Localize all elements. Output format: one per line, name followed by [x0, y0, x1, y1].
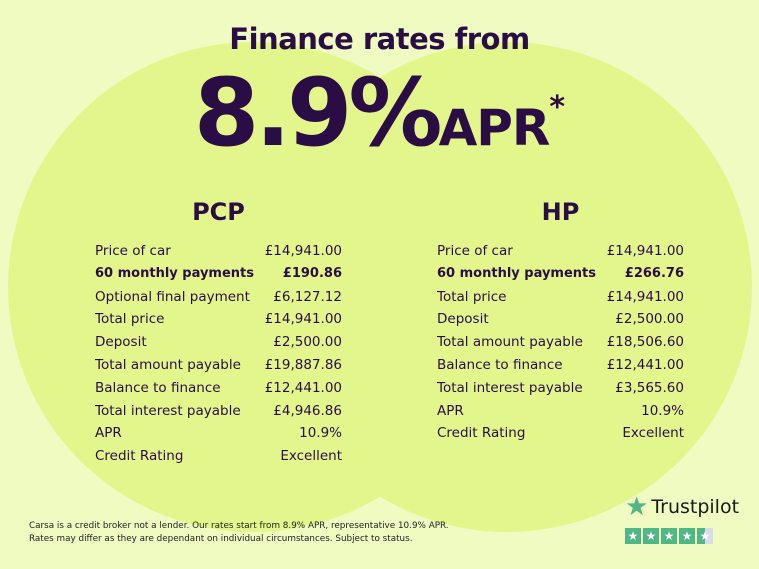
table-row: APR 10.9%	[95, 422, 342, 445]
row-value: £18,506.60	[606, 334, 684, 351]
row-value: 10.9%	[641, 402, 684, 419]
table-row: 60 monthly payments £190.86	[95, 263, 342, 286]
row-value: Excellent	[280, 448, 342, 465]
table-row: Total interest payable £3,565.60	[437, 377, 684, 400]
headline: Finance rates from	[229, 22, 530, 56]
row-value: £6,127.12	[273, 288, 342, 305]
row-label: Total amount payable	[437, 334, 583, 351]
row-value: £14,941.00	[606, 288, 684, 305]
table-row: APR 10.9%	[437, 400, 684, 423]
table-row: Credit Rating Excellent	[95, 445, 342, 468]
row-label: Total price	[437, 288, 507, 305]
row-value: £12,441.00	[606, 356, 684, 373]
row-label: Price of car	[95, 243, 171, 259]
row-value: £14,941.00	[264, 243, 342, 259]
trustpilot-star-icon: ★	[625, 492, 649, 522]
row-label: Credit Rating	[437, 425, 526, 442]
row-label: Deposit	[437, 311, 489, 328]
row-value: £14,941.00	[264, 311, 342, 328]
table-row: Total interest payable £4,946.86	[95, 400, 342, 423]
table-row: Deposit £2,500.00	[95, 331, 342, 354]
trustpilot-rating: ★ ★ ★ ★ ★	[625, 528, 739, 544]
rate-value: 8.9%	[193, 59, 443, 168]
table-row: Price of car £14,941.00	[437, 240, 684, 263]
row-value: £2,500.00	[615, 311, 684, 328]
table-row: 60 monthly payments £266.76	[437, 263, 684, 286]
row-label: Price of car	[437, 243, 513, 259]
row-label: Total interest payable	[95, 402, 241, 419]
background-circle-right	[262, 42, 752, 532]
row-label: APR	[95, 425, 122, 442]
row-value: £2,500.00	[273, 334, 342, 351]
star-icon: ★	[643, 528, 659, 544]
table-row: Total amount payable £19,887.86	[95, 354, 342, 377]
row-value: 10.9%	[299, 425, 342, 442]
row-label: 60 monthly payments	[95, 265, 254, 281]
trustpilot-badge[interactable]: ★ Trustpilot ★ ★ ★ ★ ★	[625, 492, 739, 544]
half-star-icon: ★	[697, 528, 713, 544]
row-label: Deposit	[95, 334, 147, 351]
row-label: Optional final payment	[95, 288, 250, 305]
rate-unit: APR	[438, 99, 551, 157]
row-label: Balance to finance	[437, 356, 563, 373]
pcp-title: PCP	[192, 198, 245, 226]
disclaimer: Carsa is a credit broker not a lender. O…	[29, 520, 449, 546]
row-label: APR	[437, 402, 464, 419]
hp-table: HP Price of car £14,941.00 60 monthly paym…	[437, 198, 684, 445]
table-row: Credit Rating Excellent	[437, 422, 684, 445]
row-value: £190.86	[282, 265, 342, 281]
table-row: Optional final payment £6,127.12	[95, 286, 342, 309]
rate-asterisk: *	[549, 90, 566, 125]
table-row: Balance to finance £12,441.00	[437, 354, 684, 377]
star-icon: ★	[661, 528, 677, 544]
hp-title: HP	[541, 198, 580, 226]
row-value: Excellent	[622, 425, 684, 442]
table-row: Total amount payable £18,506.60	[437, 331, 684, 354]
rate-display: 8.9%APR*	[0, 64, 759, 164]
row-value: £4,946.86	[273, 402, 342, 419]
table-row: Deposit £2,500.00	[437, 308, 684, 331]
table-row: Balance to finance £12,441.00	[95, 377, 342, 400]
disclaimer-line-1: Carsa is a credit broker not a lender. O…	[29, 521, 449, 531]
row-label: 60 monthly payments	[437, 265, 596, 281]
row-value: £3,565.60	[615, 379, 684, 396]
row-value: £19,887.86	[264, 356, 342, 373]
trustpilot-name: Trustpilot	[651, 496, 740, 518]
pcp-table: PCP Price of car £14,941.00 60 monthly pay…	[95, 198, 342, 468]
row-label: Balance to finance	[95, 379, 221, 396]
star-icon: ★	[679, 528, 695, 544]
row-value: £266.76	[624, 265, 684, 281]
row-label: Total amount payable	[95, 356, 241, 373]
row-label: Total price	[95, 311, 165, 328]
table-row: Price of car £14,941.00	[95, 240, 342, 263]
row-value: £12,441.00	[264, 379, 342, 396]
table-row: Total price £14,941.00	[437, 286, 684, 309]
row-label: Total interest payable	[437, 379, 583, 396]
row-label: Credit Rating	[95, 448, 184, 465]
star-icon: ★	[625, 528, 641, 544]
row-value: £14,941.00	[606, 243, 684, 259]
disclaimer-line-2: Rates may differ as they are dependant o…	[29, 534, 413, 544]
table-row: Total price £14,941.00	[95, 308, 342, 331]
